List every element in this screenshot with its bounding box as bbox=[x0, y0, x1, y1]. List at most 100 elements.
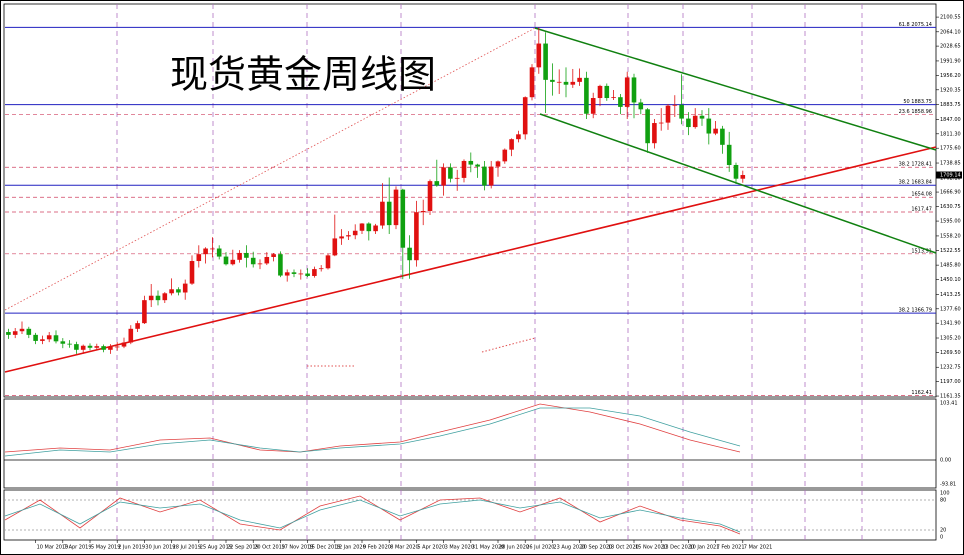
candle-body bbox=[448, 167, 453, 179]
stoch-axis-label: 80 bbox=[940, 498, 946, 504]
candle-body bbox=[686, 118, 691, 128]
y-tick-label: 1305.20 bbox=[940, 336, 961, 342]
macd-axis-label: -93.81 bbox=[940, 482, 956, 488]
candle-body bbox=[475, 164, 480, 167]
macd-axis-label: 0.00 bbox=[940, 458, 951, 464]
candle-body bbox=[740, 175, 746, 179]
level-label: 50 1883.75 bbox=[903, 99, 932, 105]
candle-body bbox=[114, 346, 120, 348]
y-tick-label: 1232.75 bbox=[940, 365, 961, 371]
candle-body bbox=[631, 77, 637, 103]
candle-body bbox=[570, 81, 576, 85]
candle-body bbox=[516, 134, 521, 140]
candle-body bbox=[298, 273, 304, 275]
candle-body bbox=[427, 181, 433, 211]
candle-body bbox=[210, 248, 215, 250]
candle-body bbox=[74, 344, 79, 350]
x-tick-label: 5 Apr 2020 bbox=[417, 545, 445, 551]
levels: 61.8 2075.14 50 1883.75 23.6 1858.96 38.2 1… bbox=[5, 22, 936, 396]
candle-body bbox=[373, 225, 378, 232]
x-tick-label: 13 Dec 2020 bbox=[662, 545, 694, 551]
candle-body bbox=[346, 235, 351, 237]
candle-body bbox=[101, 346, 106, 350]
stoch-panel bbox=[3, 489, 937, 541]
x-tick-label: 10 Mar 2019 bbox=[37, 545, 69, 551]
candle-body bbox=[203, 248, 208, 255]
candle-body bbox=[495, 161, 501, 167]
candle-body bbox=[590, 98, 596, 114]
candle-body bbox=[706, 118, 712, 134]
candle-body bbox=[713, 128, 718, 134]
x-tick-label: 15 Dec 2019 bbox=[309, 545, 341, 551]
candle-body bbox=[618, 97, 623, 107]
level-label: 61.8 2075.14 bbox=[899, 22, 932, 28]
candle-body bbox=[692, 115, 698, 128]
candle-body bbox=[264, 256, 270, 264]
candle-body bbox=[19, 328, 25, 332]
stoch-axis-label: 20 bbox=[940, 528, 946, 534]
x-tick-label: 12 Jan 2020 bbox=[336, 545, 366, 551]
candle-body bbox=[278, 254, 283, 276]
candle-body bbox=[148, 295, 154, 301]
x-tick-label: 25 Aug 2019 bbox=[200, 545, 232, 551]
candle-body bbox=[665, 105, 671, 123]
level-label: 1617.47 bbox=[911, 207, 932, 213]
candle-body bbox=[67, 343, 72, 345]
y-tick-label: 1413.25 bbox=[940, 292, 961, 298]
candle-body bbox=[563, 81, 569, 85]
y-tick-label: 1377.60 bbox=[940, 306, 961, 312]
candle-body bbox=[658, 122, 664, 124]
x-tick-label: 22 Sep 2019 bbox=[227, 545, 259, 551]
candle-body bbox=[162, 293, 168, 301]
candle-body bbox=[142, 300, 147, 324]
candle-body bbox=[652, 123, 657, 144]
candle-body bbox=[672, 104, 678, 106]
candle-body bbox=[502, 149, 508, 162]
candles bbox=[6, 27, 746, 354]
candle-body bbox=[128, 328, 134, 343]
y-tick-label: 1341.90 bbox=[940, 321, 961, 327]
candle-body bbox=[12, 331, 18, 335]
y-tick-label: 1920.35 bbox=[940, 87, 961, 93]
candle-body bbox=[352, 230, 358, 236]
candle-body bbox=[94, 346, 100, 348]
candle-body bbox=[53, 335, 59, 342]
x-tick-label: 5 May 2019 bbox=[91, 545, 120, 551]
candle-body bbox=[699, 115, 705, 119]
y-tick-label: 1450.10 bbox=[940, 277, 961, 283]
stoch-axis-label: 100 bbox=[940, 491, 950, 497]
candle-body bbox=[230, 259, 236, 265]
candle-body bbox=[318, 268, 324, 270]
candle-body bbox=[223, 256, 229, 265]
y-tick-label: 1630.75 bbox=[940, 204, 961, 210]
x-tick-label: 15 Nov 2020 bbox=[635, 545, 667, 551]
candle-body bbox=[26, 328, 32, 335]
candle-body bbox=[257, 263, 263, 265]
x-tick-label: 8 Mar 2020 bbox=[390, 545, 419, 551]
candle-body bbox=[611, 97, 616, 99]
candle-body bbox=[407, 247, 412, 261]
trendlines bbox=[4, 27, 937, 373]
x-tick-label: 20 Oct 2019 bbox=[254, 545, 285, 551]
candle-body bbox=[366, 223, 372, 232]
candle-body bbox=[393, 189, 399, 226]
price-tag-bg bbox=[936, 171, 962, 179]
level-label: 1513.91 bbox=[911, 248, 932, 254]
y-tick-label: 1811.30 bbox=[940, 131, 961, 137]
candle-body bbox=[155, 295, 161, 301]
level-label: 38.2 1728.41 bbox=[899, 162, 932, 168]
candle-body bbox=[40, 339, 45, 341]
candle-body bbox=[196, 254, 202, 262]
candle-body bbox=[80, 345, 86, 350]
candle-body bbox=[386, 201, 392, 226]
x-tick-label: 7 Mar 2021 bbox=[744, 545, 773, 551]
y-tick-label: 1666.90 bbox=[940, 190, 961, 196]
candle-body bbox=[33, 334, 38, 341]
candle-body bbox=[679, 104, 684, 119]
candle-body bbox=[577, 77, 582, 82]
candle-body bbox=[454, 177, 460, 179]
candle-body bbox=[216, 248, 222, 257]
candle-body bbox=[461, 160, 467, 178]
x-tick-label: 7 Apr 2019 bbox=[64, 545, 92, 551]
candle-body bbox=[237, 252, 242, 260]
